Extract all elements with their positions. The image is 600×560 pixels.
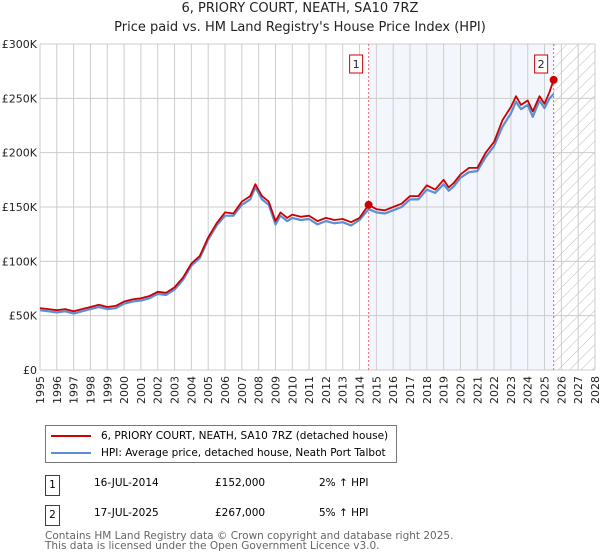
- y-tick-label: £250K: [2, 92, 38, 105]
- legend: 6, PRIORY COURT, NEATH, SA10 7RZ (detach…: [45, 425, 397, 463]
- x-tick-label: 2012: [320, 376, 333, 404]
- y-tick-label: £50K: [9, 310, 38, 323]
- chart-title: 6, PRIORY COURT, NEATH, SA10 7RZ: [181, 1, 419, 16]
- x-tick-label: 2026: [555, 376, 568, 404]
- x-tick-label: 2011: [303, 376, 316, 404]
- x-tick-label: 2009: [269, 376, 282, 404]
- x-tick-label: 2000: [118, 376, 131, 404]
- legend-item-hpi: HPI: Average price, detached house, Neat…: [46, 445, 386, 461]
- x-tick-label: 2024: [522, 376, 535, 404]
- x-tick-label: 2002: [152, 376, 165, 404]
- y-tick-label: £0: [23, 364, 37, 377]
- transaction-badge: 2: [45, 505, 60, 526]
- x-tick-label: 2010: [286, 376, 299, 404]
- x-tick-label: 2019: [438, 376, 451, 404]
- x-tick-label: 2006: [219, 376, 232, 404]
- x-tick-label: 2001: [135, 376, 148, 404]
- x-tick-label: 2022: [488, 376, 501, 404]
- x-tick-label: 2014: [354, 376, 367, 404]
- footer-line1: Contains HM Land Registry data © Crown c…: [45, 530, 454, 542]
- transaction-date: 16-JUL-2014: [94, 477, 159, 489]
- transaction-hpi: 5% ↑ HPI: [319, 507, 369, 519]
- x-tick-label: 2025: [539, 376, 552, 404]
- footer-line2: This data is licensed under the Open Gov…: [45, 540, 380, 552]
- x-tick-label: 2020: [454, 376, 467, 404]
- x-tick-label: 2004: [185, 376, 198, 404]
- legend-swatch-red: [51, 435, 91, 437]
- x-tick-label: 2007: [236, 376, 249, 404]
- x-tick-label: 2013: [337, 376, 350, 404]
- y-tick-label: £200K: [2, 147, 38, 160]
- x-tick-label: 2023: [505, 376, 518, 404]
- x-tick-label: 2018: [421, 376, 434, 404]
- x-tick-label: 1995: [34, 376, 47, 404]
- sale-badge-label: 2: [538, 58, 545, 71]
- x-tick-label: 2015: [370, 376, 383, 404]
- chart-subtitle: Price paid vs. HM Land Registry's House …: [114, 20, 486, 35]
- y-tick-label: £100K: [2, 255, 38, 268]
- x-tick-label: 2017: [404, 376, 417, 404]
- x-tick-label: 1998: [84, 376, 97, 404]
- y-tick-label: £150K: [2, 201, 38, 214]
- legend-label: HPI: Average price, detached house, Neat…: [101, 447, 386, 459]
- y-tick-label: £300K: [2, 38, 38, 51]
- x-tick-label: 2005: [202, 376, 215, 404]
- x-tick-label: 1999: [101, 376, 114, 404]
- transaction-hpi: 2% ↑ HPI: [319, 477, 369, 489]
- chart-plot: 1995 1996 1997 1998 1999 2000 2001 2002 2003 2004…: [2, 38, 600, 404]
- sale-badge-label: 1: [353, 58, 360, 71]
- transaction-badge: 1: [45, 475, 60, 496]
- sale-point: [364, 200, 373, 209]
- x-tick-label: 1997: [68, 376, 81, 404]
- legend-label: 6, PRIORY COURT, NEATH, SA10 7RZ (detach…: [101, 430, 389, 442]
- x-tick-label: 2028: [589, 376, 600, 404]
- x-tick-label: 2016: [387, 376, 400, 404]
- legend-swatch-blue: [51, 452, 91, 454]
- hpi-line: [39, 93, 555, 315]
- footer: Contains HM Land Registry data © Crown c…: [45, 530, 454, 552]
- property-price-line: [39, 79, 555, 313]
- transaction-price: £152,000: [215, 477, 266, 489]
- legend-item-property: 6, PRIORY COURT, NEATH, SA10 7RZ (detach…: [46, 428, 388, 444]
- x-tick-label: 2021: [471, 376, 484, 404]
- sale-point: [549, 75, 558, 84]
- x-tick-label: 2027: [572, 376, 585, 404]
- x-tick-label: 2003: [169, 376, 182, 404]
- sale-badge-box: [349, 54, 364, 74]
- x-tick-label: 2008: [253, 376, 266, 404]
- transaction-price: £267,000: [215, 507, 266, 519]
- sale-badge-box: [534, 54, 549, 74]
- transaction-date: 17-JUL-2025: [94, 507, 159, 519]
- x-tick-label: 1996: [51, 376, 64, 404]
